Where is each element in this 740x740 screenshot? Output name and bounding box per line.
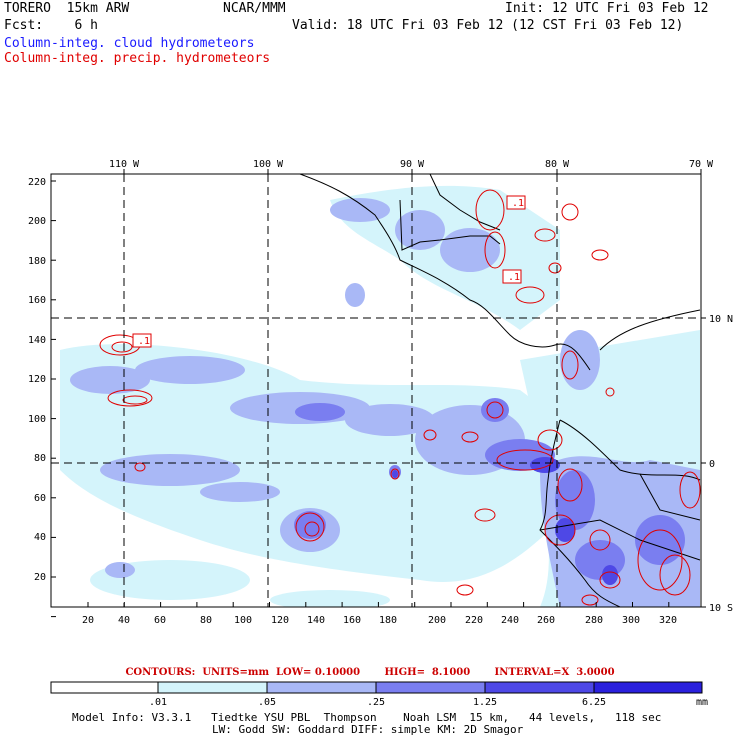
y-tick-label: 40 xyxy=(34,532,46,543)
colorbar-swatch xyxy=(267,682,376,693)
longitude-labels: 110 W 100 W 90 W 80 W 70 W xyxy=(109,159,714,170)
graticule xyxy=(51,174,701,607)
lon-label: 90 W xyxy=(400,159,425,170)
coastline xyxy=(299,174,701,607)
y-tick-label: 100 xyxy=(28,414,46,425)
colorbar-swatch xyxy=(594,682,702,693)
x-tick-label: 40 xyxy=(118,615,130,626)
lon-label: 110 W xyxy=(109,159,140,170)
colorbar-label: 6.25 xyxy=(582,697,606,708)
x-tick-label: 180 xyxy=(379,615,397,626)
contour-labels: .1 .1 .1 xyxy=(132,195,526,348)
y-tick-label: 200 xyxy=(28,216,46,227)
contour-label: .1 xyxy=(512,198,524,209)
lon-label: 70 W xyxy=(689,159,714,170)
map-frame xyxy=(50,173,702,608)
contour-label: .1 xyxy=(138,336,150,347)
x-tick-label: 220 xyxy=(465,615,483,626)
colorbar-label: .01 xyxy=(149,697,167,708)
x-tick-label: 100 xyxy=(234,615,252,626)
colorbar-swatch xyxy=(51,682,158,693)
lat-label: 10 S xyxy=(709,603,733,614)
y-tick-labels: 220 200 180 160 140 120 100 80 60 40 20 xyxy=(28,177,46,583)
y-tick-label: 20 xyxy=(34,572,46,583)
colorbar-swatch xyxy=(158,682,267,693)
x-tick-label: 200 xyxy=(428,615,446,626)
y-tick-label: 160 xyxy=(28,295,46,306)
org-label: NCAR/MMM xyxy=(223,1,286,16)
model-info-line2: LW: Godd SW: Goddard DIFF: simple KM: 2D… xyxy=(212,723,524,736)
valid-time: Valid: 18 UTC Fri 03 Feb 12 (12 CST Fri … xyxy=(292,18,684,33)
lat-label: 0 xyxy=(709,459,715,470)
latitude-labels: 10 N 0 10 S xyxy=(709,314,733,614)
forecast-hour: Fcst: 6 h xyxy=(4,18,98,33)
x-tick-label: 300 xyxy=(622,615,640,626)
colorbar: .01 .05 .25 1.25 6.25 mm xyxy=(50,681,708,708)
lat-label: 10 N xyxy=(709,314,733,325)
colorbar-label: .05 xyxy=(258,697,276,708)
contour-label: .1 xyxy=(508,272,520,283)
cloud-hydrometeor-field xyxy=(60,185,700,607)
x-tick-label: 80 xyxy=(200,615,212,626)
y-tick-label: 180 xyxy=(28,256,46,267)
colorbar-swatch xyxy=(485,682,594,693)
contour-info: CONTOURS: UNITS=mm LOW= 0.10000 HIGH= 8.… xyxy=(125,667,615,678)
x-tick-label: 260 xyxy=(537,615,555,626)
x-tick-label: 240 xyxy=(501,615,519,626)
lon-label: 80 W xyxy=(545,159,570,170)
init-time: Init: 12 UTC Fri 03 Feb 12 xyxy=(505,1,709,16)
y-tick-label: 140 xyxy=(28,335,46,346)
x-tick-label: 120 xyxy=(271,615,289,626)
y-tick-label: 60 xyxy=(34,493,46,504)
axis-ticks xyxy=(51,169,706,618)
y-tick-label: 220 xyxy=(28,177,46,188)
colorbar-label: .25 xyxy=(367,697,385,708)
model-title: TORERO 15km ARW xyxy=(4,1,130,16)
x-tick-label: 320 xyxy=(659,615,677,626)
precip-contours xyxy=(99,189,701,606)
y-tick-label: 120 xyxy=(28,374,46,385)
x-tick-label: 280 xyxy=(585,615,603,626)
y-tick-label: 80 xyxy=(34,453,46,464)
x-tick-label: 60 xyxy=(154,615,166,626)
field-precip-title: Column-integ. precip. hydrometeors xyxy=(4,51,271,66)
x-tick-labels: 20 40 60 80 100 120 140 160 180 200 220 … xyxy=(82,615,677,626)
colorbar-swatch xyxy=(376,682,485,693)
colorbar-units: mm xyxy=(696,697,708,708)
colorbar-label: 1.25 xyxy=(473,697,497,708)
model-info-line1: Model Info: V3.3.1 Tiedtke YSU PBL Thomp… xyxy=(72,711,662,724)
field-cloud-title: Column-integ. cloud hydrometeors xyxy=(4,36,255,51)
x-tick-label: 20 xyxy=(82,615,94,626)
x-tick-label: 140 xyxy=(307,615,325,626)
lon-label: 100 W xyxy=(253,159,284,170)
x-tick-label: 160 xyxy=(343,615,361,626)
